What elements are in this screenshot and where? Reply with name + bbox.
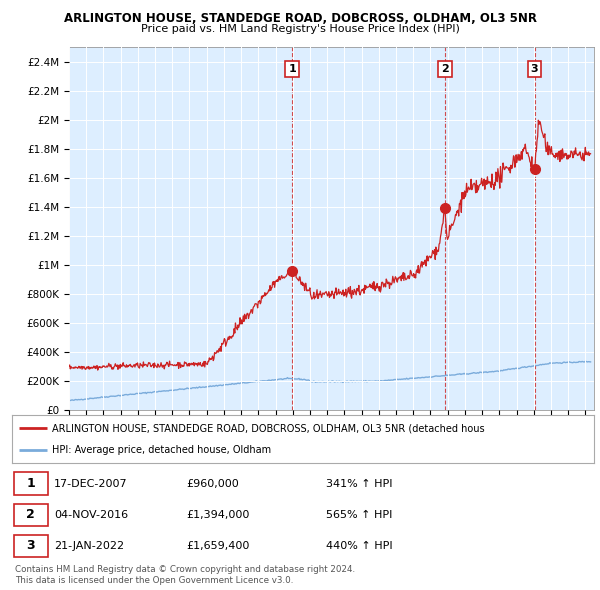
FancyBboxPatch shape	[14, 473, 47, 495]
Text: 2: 2	[26, 508, 35, 522]
Text: 341% ↑ HPI: 341% ↑ HPI	[326, 478, 393, 489]
Text: Contains HM Land Registry data © Crown copyright and database right 2024.
This d: Contains HM Land Registry data © Crown c…	[15, 565, 355, 585]
Text: 21-JAN-2022: 21-JAN-2022	[54, 541, 124, 551]
FancyBboxPatch shape	[14, 535, 47, 557]
Text: 3: 3	[531, 64, 538, 74]
Text: 17-DEC-2007: 17-DEC-2007	[54, 478, 128, 489]
Text: 3: 3	[26, 539, 35, 552]
Text: ARLINGTON HOUSE, STANDEDGE ROAD, DOBCROSS, OLDHAM, OL3 5NR: ARLINGTON HOUSE, STANDEDGE ROAD, DOBCROS…	[64, 12, 536, 25]
Text: 04-NOV-2016: 04-NOV-2016	[54, 510, 128, 520]
Text: 1: 1	[288, 64, 296, 74]
Text: £1,394,000: £1,394,000	[187, 510, 250, 520]
Text: ARLINGTON HOUSE, STANDEDGE ROAD, DOBCROSS, OLDHAM, OL3 5NR (detached hous: ARLINGTON HOUSE, STANDEDGE ROAD, DOBCROS…	[52, 423, 484, 433]
Text: 2: 2	[441, 64, 449, 74]
Text: 565% ↑ HPI: 565% ↑ HPI	[326, 510, 392, 520]
Text: £1,659,400: £1,659,400	[187, 541, 250, 551]
Text: £960,000: £960,000	[187, 478, 239, 489]
Text: 1: 1	[26, 477, 35, 490]
Text: 440% ↑ HPI: 440% ↑ HPI	[326, 541, 393, 551]
Text: HPI: Average price, detached house, Oldham: HPI: Average price, detached house, Oldh…	[52, 445, 271, 455]
Text: Price paid vs. HM Land Registry's House Price Index (HPI): Price paid vs. HM Land Registry's House …	[140, 24, 460, 34]
FancyBboxPatch shape	[14, 504, 47, 526]
